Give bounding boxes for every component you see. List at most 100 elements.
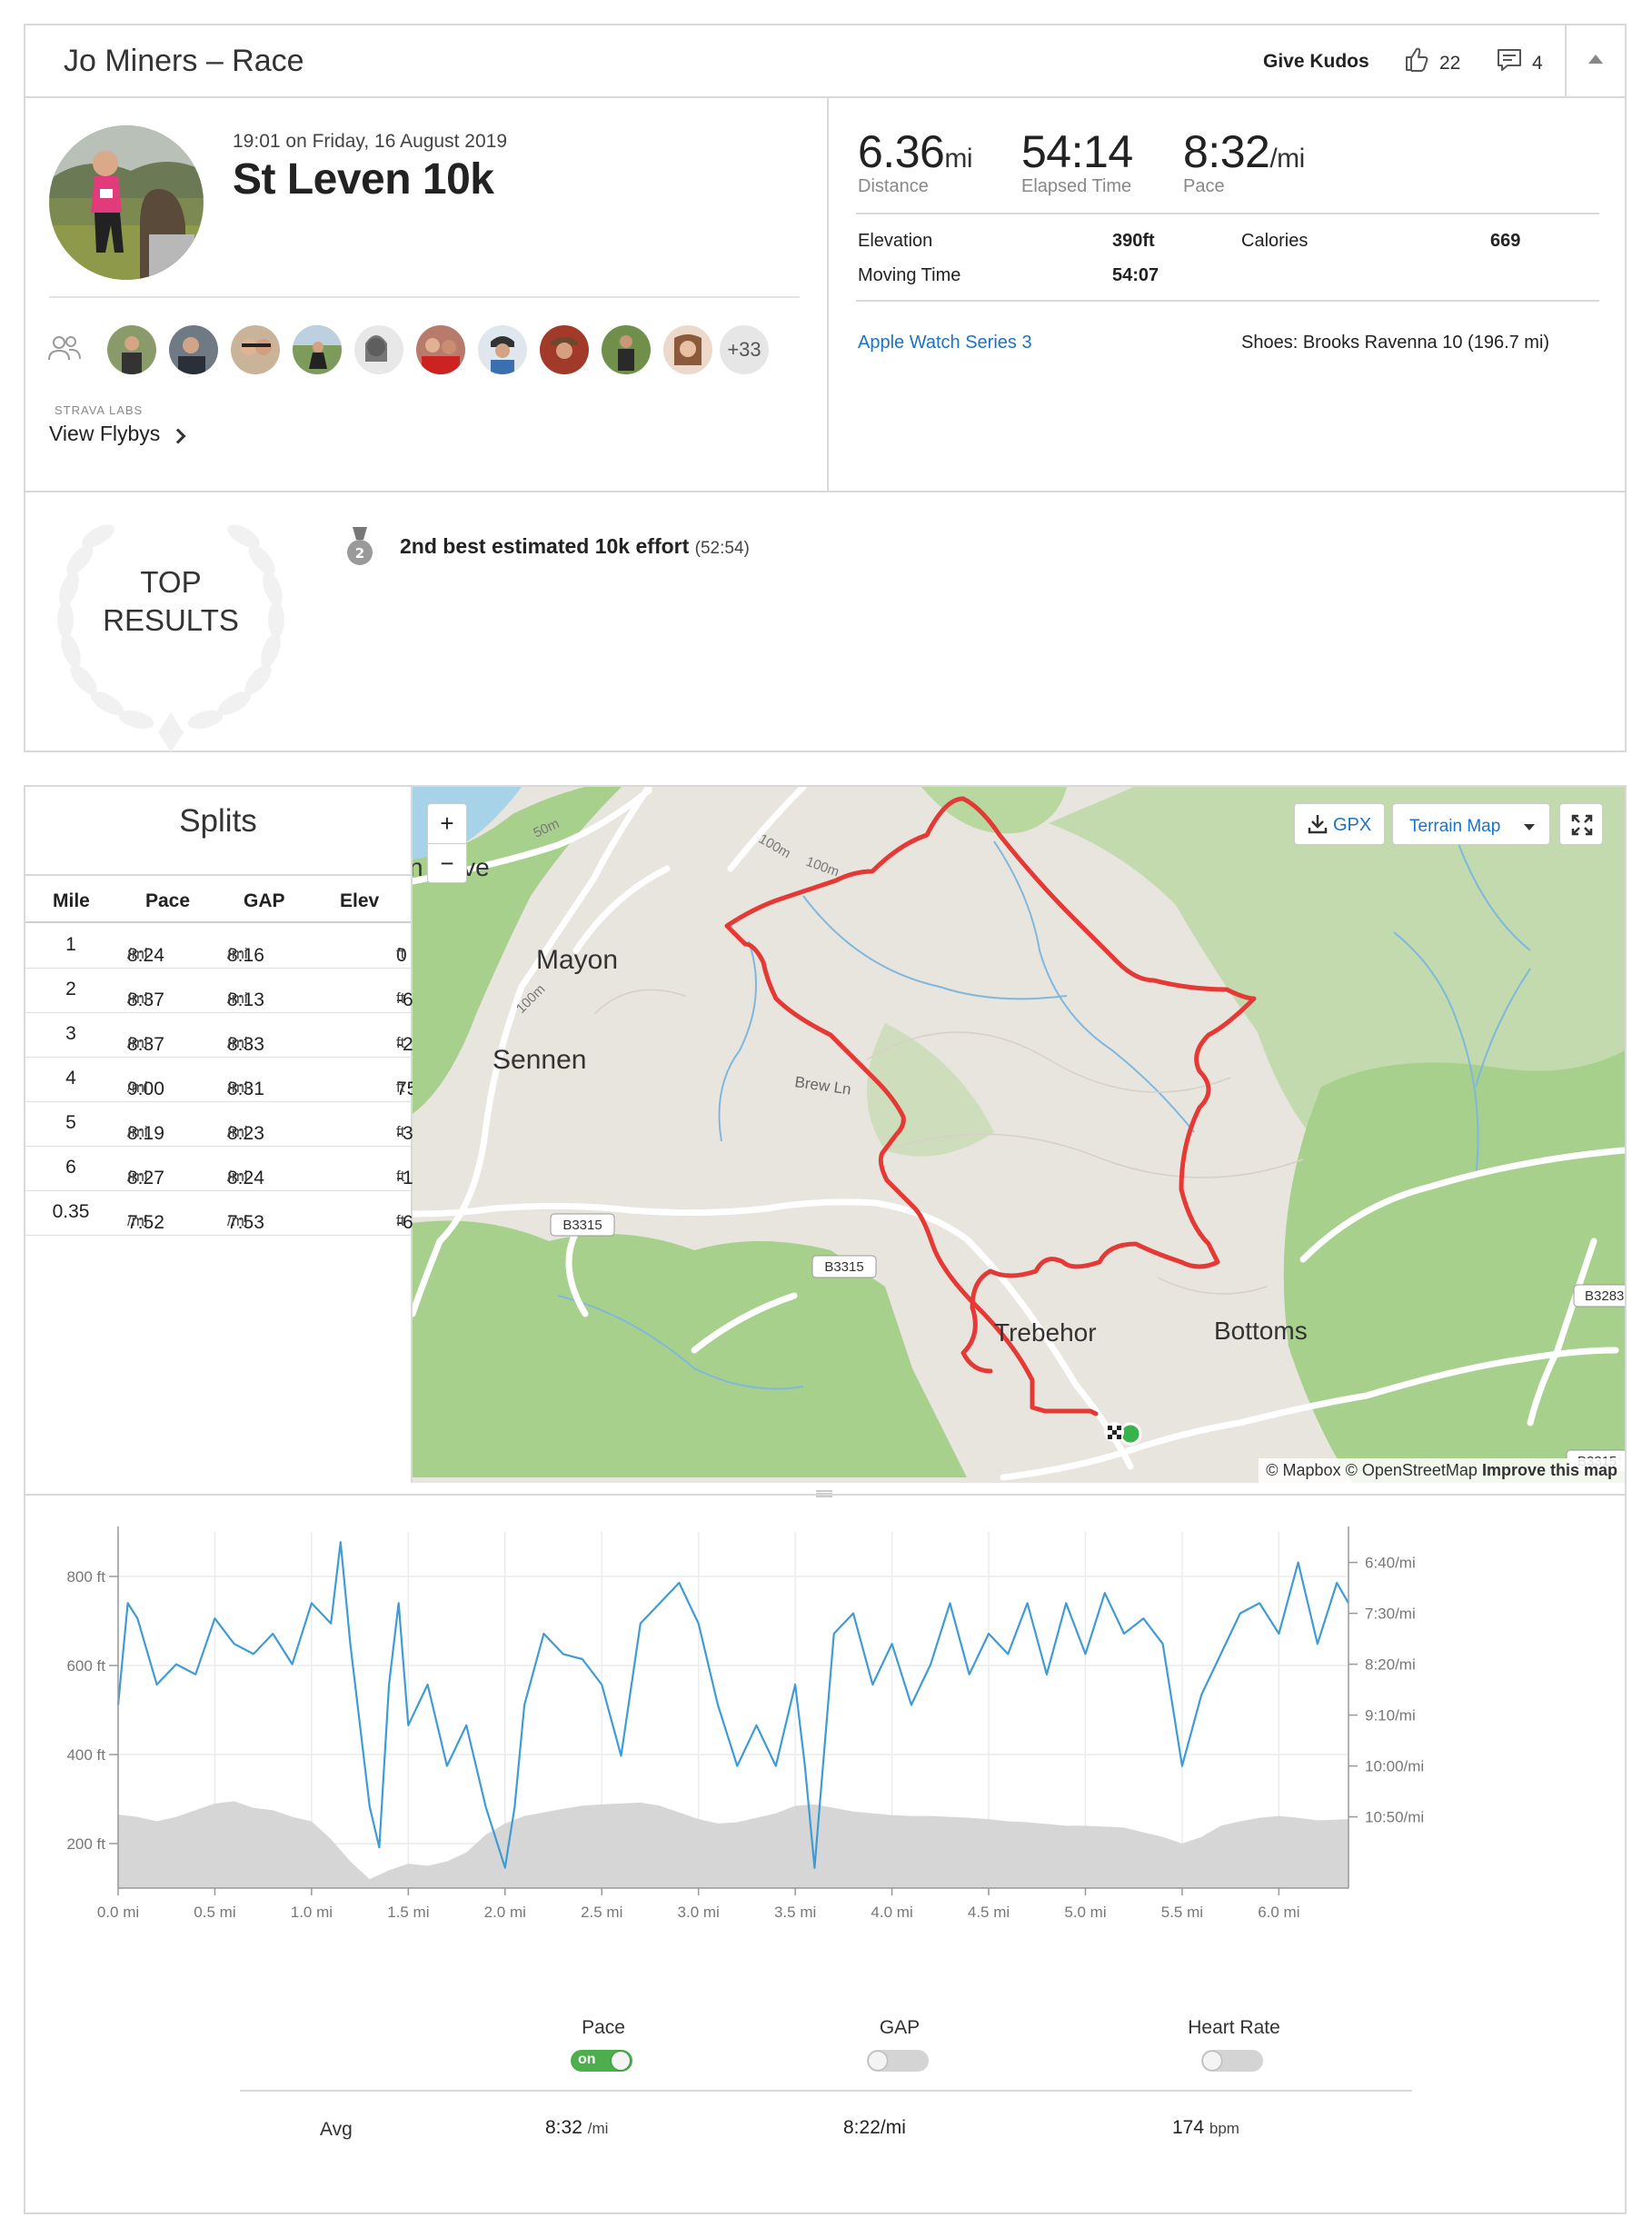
- y-left-tick-label: 800 ft: [66, 1568, 105, 1586]
- x-tick-label: 1.5 mi: [387, 1904, 429, 1921]
- group-athlete-avatar[interactable]: [231, 325, 280, 374]
- toggle-knob: [612, 2052, 630, 2070]
- group-athlete-avatar[interactable]: [602, 325, 651, 374]
- toggle-on-text: on: [578, 2052, 596, 2067]
- splits-header-gap: GAP: [244, 890, 285, 911]
- elevation-value: 390ft: [1112, 231, 1155, 251]
- group-athlete-avatar[interactable]: [478, 325, 527, 374]
- map-label-sennen: Sennen: [493, 1045, 586, 1075]
- elapsed-label: Elapsed Time: [1021, 176, 1132, 196]
- kudos-count[interactable]: 22: [1439, 53, 1461, 74]
- elevation-label: Elevation: [858, 231, 933, 251]
- activity-header: Jo Miners – Race Give Kudos 22 4: [25, 25, 1625, 98]
- split-row[interactable]: 5 8:19 /mi 8:23 /mi -34 ft: [25, 1101, 423, 1147]
- shoes-info: Shoes: Brooks Ravenna 10 (196.7 mi): [1241, 333, 1550, 353]
- route-map[interactable]: n Cove Mayon Sennen Brew Ln Trebehor Bot…: [413, 787, 1625, 1483]
- split-mile: 0.35: [52, 1201, 90, 1222]
- map-label-trebehor: Trebehor: [994, 1318, 1097, 1347]
- device-link[interactable]: Apple Watch Series 3: [858, 333, 1032, 353]
- divider: [856, 300, 1599, 302]
- split-mile: 4: [65, 1068, 76, 1089]
- silver-medal-icon: 2: [345, 527, 374, 572]
- laurel-wreath-icon: [47, 498, 294, 757]
- row-divider: [25, 491, 1625, 492]
- terrain-map-dropdown[interactable]: Terrain Map: [1392, 803, 1550, 845]
- comment-count[interactable]: 4: [1532, 53, 1543, 74]
- group-athlete-avatar[interactable]: [107, 325, 156, 374]
- comment-icon[interactable]: [1496, 47, 1523, 77]
- page-title: Jo Miners – Race: [64, 44, 304, 78]
- split-row[interactable]: 6 8:27 /mi 8:24 /mi -10 ft: [25, 1146, 423, 1191]
- pace-toggle[interactable]: on: [571, 2050, 632, 2072]
- heart-rate-toggle-label: Heart Rate: [1188, 2017, 1280, 2038]
- pace-toggle-label: Pace: [582, 2017, 625, 2038]
- pace-unit: /mi: [1269, 144, 1305, 174]
- calories-label: Calories: [1241, 231, 1309, 251]
- split-row[interactable]: 0.35 7:52 /mi 7:53 /mi -6 ft: [25, 1190, 413, 1236]
- splits-header-elev: Elev: [340, 890, 380, 911]
- gpx-download-button[interactable]: GPX: [1294, 803, 1385, 845]
- splits-header-pace: Pace: [145, 890, 191, 911]
- group-athlete-avatar[interactable]: [354, 325, 403, 374]
- road-shield: B3283: [1585, 1288, 1624, 1304]
- calories-value: 669: [1490, 231, 1521, 251]
- pace-line: [116, 1541, 1349, 1869]
- split-row[interactable]: 1 8:24 /mi 8:16 /mi 0 ft: [25, 923, 411, 969]
- zoom-out-button[interactable]: −: [440, 850, 454, 877]
- heart-rate-toggle[interactable]: [1201, 2050, 1263, 2072]
- y-right-tick-label: 8:20/mi: [1365, 1656, 1416, 1674]
- avg-label: Avg: [320, 2119, 353, 2140]
- pace-elevation-chart[interactable]: 0.0 mi 0.5 mi 1.0 mi 1.5 mi 2.0 mi 2.5 mi 3.0 …: [25, 1496, 1625, 2004]
- improve-map-link[interactable]: Improve this map: [1481, 1461, 1617, 1479]
- group-athlete-avatar[interactable]: [663, 325, 712, 374]
- y-right-tick-label: 9:10/mi: [1365, 1707, 1416, 1725]
- activity-datetime: 19:01 on Friday, 16 August 2019: [233, 131, 507, 152]
- y-right-tick-label: 10:00/mi: [1365, 1758, 1424, 1775]
- zoom-in-button[interactable]: +: [440, 810, 454, 837]
- more-athletes-badge[interactable]: +33: [720, 325, 769, 374]
- split-row[interactable]: 3 8:37 /mi 8:33 /mi -25 ft: [25, 1012, 423, 1058]
- x-tick-label: 5.0 mi: [1064, 1904, 1106, 1921]
- collapse-caret-icon[interactable]: [1588, 55, 1603, 64]
- group-icon: [47, 334, 82, 366]
- divider: [25, 921, 411, 923]
- elevation-area: [118, 1801, 1348, 1888]
- download-icon: [1308, 813, 1328, 840]
- view-flybys-link[interactable]: View Flybys: [49, 422, 161, 445]
- mapbox-attribution-link[interactable]: © Mapbox: [1266, 1461, 1341, 1479]
- splits-panel: Splits Mile Pace GAP Elev 1 8:24 /mi 8:16 …: [25, 787, 423, 1483]
- osm-attribution-link[interactable]: © OpenStreetMap: [1345, 1461, 1478, 1479]
- expand-icon: [1571, 814, 1593, 840]
- split-mile: 1: [65, 934, 76, 955]
- map-attribution: © Mapbox © OpenStreetMap Improve this ma…: [1259, 1458, 1625, 1483]
- split-row[interactable]: 2 8:37 /mi 8:13 /mi -6 ft: [25, 968, 413, 1013]
- x-tick-label: 2.0 mi: [484, 1904, 526, 1921]
- x-tick-label: 0.5 mi: [194, 1904, 235, 1921]
- athlete-avatar[interactable]: [49, 125, 204, 280]
- fullscreen-button[interactable]: [1559, 803, 1603, 845]
- give-kudos-button[interactable]: Give Kudos: [1263, 51, 1369, 72]
- map-canvas[interactable]: n Cove Mayon Sennen Brew Ln Trebehor Bot…: [413, 787, 1625, 1483]
- header-divider: [1565, 25, 1567, 96]
- pace-value: 8:32: [1183, 126, 1270, 177]
- gap-toggle[interactable]: [867, 2050, 929, 2072]
- group-athlete-avatar[interactable]: [169, 325, 218, 374]
- chevron-right-icon[interactable]: [170, 428, 186, 444]
- thumbs-up-icon[interactable]: [1403, 45, 1430, 77]
- group-athlete-avatar[interactable]: [293, 325, 342, 374]
- x-tick-label: 3.0 mi: [678, 1904, 720, 1921]
- map-label-bottoms: Bottoms: [1214, 1317, 1308, 1345]
- activity-name: St Leven 10k: [233, 155, 494, 204]
- x-tick-label: 6.0 mi: [1258, 1904, 1299, 1921]
- divider: [856, 213, 1599, 214]
- gap-toggle-label: GAP: [879, 2017, 921, 2038]
- divider: [240, 2090, 1412, 2092]
- x-tick-label: 5.5 mi: [1161, 1904, 1203, 1921]
- split-row[interactable]: 4 9:00 /mi 8:31 /mi 75 ft: [25, 1057, 417, 1102]
- activity-summary-card: Jo Miners – Race Give Kudos 22 4 19:01 o…: [24, 24, 1627, 752]
- x-tick-label: 3.5 mi: [774, 1904, 816, 1921]
- group-athlete-avatar[interactable]: [540, 325, 589, 374]
- group-athlete-avatar[interactable]: [416, 325, 465, 374]
- strava-labs-label: STRAVA LABS: [55, 403, 144, 417]
- splits-map-chart-card: Splits Mile Pace GAP Elev 1 8:24 /mi 8:16 …: [24, 785, 1627, 2214]
